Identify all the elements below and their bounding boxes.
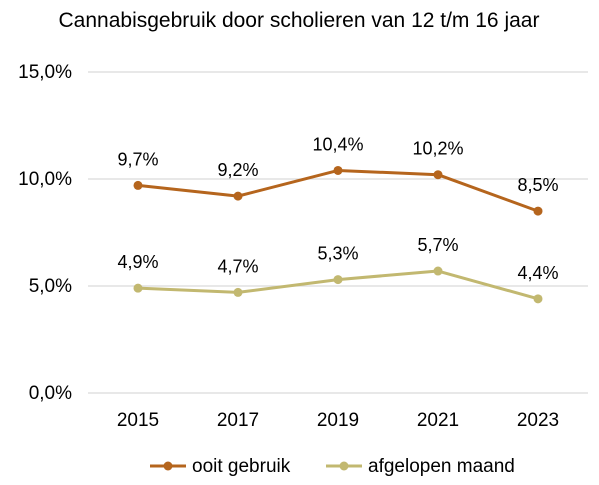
data-point [433,170,443,180]
data-point [533,206,543,216]
data-point [233,191,243,201]
legend-label: ooit gebruik [192,456,291,477]
chart-title: Cannabisgebruik door scholieren van 12 t… [59,9,540,32]
data-point [333,165,343,175]
data-label: 10,4% [312,134,363,154]
x-tick-label: 2015 [117,410,159,431]
y-axis-ticks: 0,0% 5,0% 10,0% 15,0% [18,62,72,404]
data-point [133,180,143,190]
y-tick-label: 15,0% [18,62,72,83]
data-label: 4,9% [117,252,158,272]
data-label: 5,3% [317,244,358,264]
x-tick-label: 2019 [317,410,359,431]
data-label: 10,2% [412,139,463,159]
data-labels: 9,7% 9,2% 10,4% 10,2% 8,5% 4,9% 4,7% 5,3% 5,7% 4,… [117,134,558,282]
data-point [533,294,543,304]
legend: ooit gebruik afgelopen maand [150,456,515,477]
series-line [137,168,539,213]
x-tick-label: 2023 [517,410,559,431]
data-point [133,283,143,293]
data-point [233,287,243,297]
legend-marker [339,461,349,471]
legend-marker [163,461,173,471]
data-point [333,275,343,285]
series-lines [133,165,543,304]
data-label: 8,5% [517,175,558,195]
data-label: 9,2% [217,160,258,180]
data-label: 5,7% [417,235,458,255]
x-tick-label: 2021 [417,410,459,431]
data-label: 4,4% [517,263,558,283]
legend-label: afgelopen maand [368,456,515,477]
gridlines [88,71,588,394]
y-tick-label: 5,0% [29,276,72,297]
data-label: 9,7% [117,149,158,169]
legend-item: ooit gebruik [150,456,291,477]
data-point [433,266,443,276]
y-tick-label: 10,0% [18,169,72,190]
y-tick-label: 0,0% [29,383,72,404]
legend-item: afgelopen maand [326,456,515,477]
data-label: 4,7% [217,256,258,276]
x-axis-ticks: 2015 2017 2019 2021 2023 [117,410,559,431]
x-tick-label: 2017 [217,410,259,431]
